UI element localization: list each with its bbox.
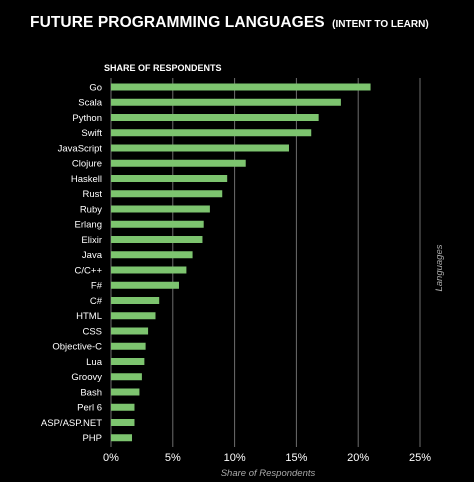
bar [111, 388, 140, 396]
chart-title: FUTURE PROGRAMMING LANGUAGES (INTENT TO … [30, 14, 429, 32]
category-label: Swift [81, 128, 102, 139]
category-label: Lua [86, 357, 103, 368]
category-label: PHP [82, 433, 102, 444]
category-label: Clojure [72, 159, 102, 170]
bar [111, 358, 145, 365]
category-label: Ruby [80, 204, 102, 215]
bar [111, 83, 371, 91]
x-tick-label: 20% [347, 452, 369, 464]
bar [111, 373, 142, 381]
x-tick-label: 5% [165, 452, 181, 464]
category-label: Scala [78, 98, 102, 109]
bar [111, 98, 341, 106]
bar [111, 251, 193, 259]
bar [111, 205, 210, 213]
x-axis-title: Share of Respondents [221, 468, 316, 479]
bar [111, 297, 160, 304]
x-tick-label: 10% [224, 452, 246, 464]
bar [111, 281, 179, 289]
bar [111, 144, 289, 152]
category-label: HTML [76, 311, 102, 322]
bar [111, 312, 156, 320]
bar [111, 434, 133, 442]
category-label: Python [72, 113, 102, 124]
chart-title-suffix: (INTENT TO LEARN) [332, 19, 429, 30]
bar [111, 419, 135, 426]
bar [111, 220, 204, 228]
category-label: Java [82, 250, 103, 261]
category-label: Go [89, 82, 102, 93]
chart-subtitle: SHARE OF RESPONDENTS [104, 63, 222, 73]
category-label: CSS [82, 326, 102, 337]
x-tick-label: 25% [409, 452, 431, 464]
category-label: Objective-C [52, 342, 102, 353]
bar [111, 403, 135, 411]
category-label: C/C++ [75, 265, 103, 276]
bar [111, 327, 149, 335]
bar [111, 342, 146, 350]
bar [111, 236, 203, 243]
bar [111, 266, 187, 274]
category-label: Rust [82, 189, 102, 200]
category-label: JavaScript [58, 143, 103, 154]
category-label: Groovy [71, 372, 102, 383]
bar [111, 175, 228, 182]
y-axis-title: Languages [434, 244, 445, 291]
category-label: F# [91, 281, 103, 292]
category-label: Perl 6 [77, 403, 102, 414]
category-label: Elixir [81, 235, 102, 246]
x-tick-label: 0% [103, 452, 119, 464]
bar [111, 190, 223, 198]
bar [111, 114, 319, 121]
x-tick-label: 15% [285, 452, 307, 464]
category-label: C# [90, 296, 103, 307]
bar [111, 129, 312, 137]
chart-title-main: FUTURE PROGRAMMING LANGUAGES [30, 14, 325, 31]
category-label: ASP/ASP.NET [41, 418, 102, 429]
bar [111, 159, 246, 167]
category-label: Erlang [75, 220, 102, 231]
category-label: Haskell [71, 174, 102, 185]
category-label: Bash [80, 387, 102, 398]
